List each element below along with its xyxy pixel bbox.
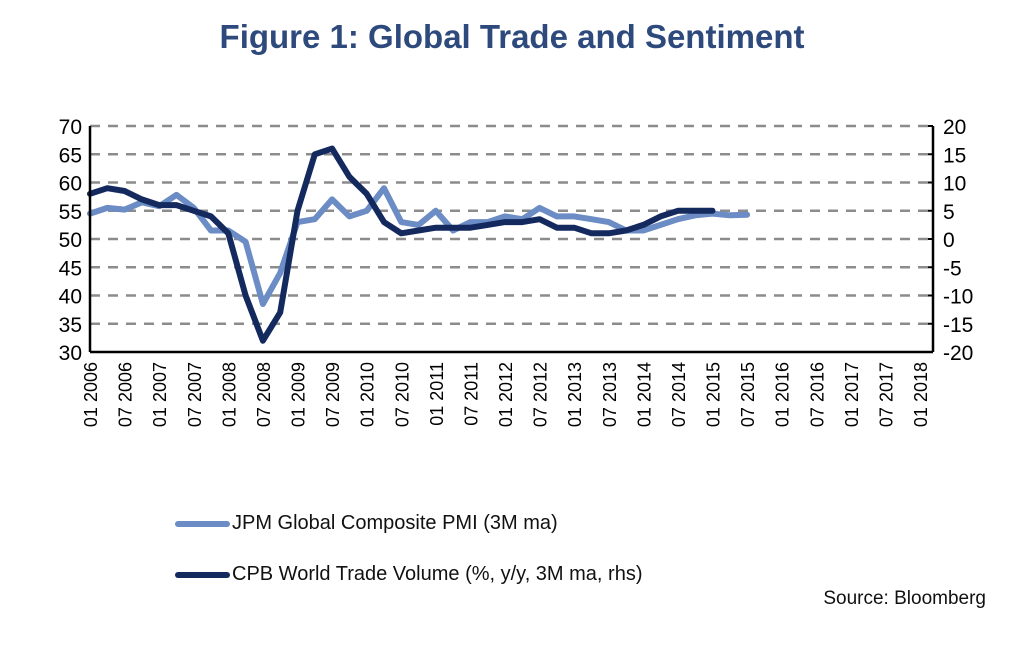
x-tick-label: 01 2013 (565, 362, 585, 427)
legend-label-pmi: JPM Global Composite PMI (3M ma) (232, 512, 558, 534)
x-tick-label: 07 2013 (600, 362, 620, 427)
x-tick-label: 07 2016 (807, 362, 827, 427)
series-lines (87, 145, 751, 344)
y-right-tick-label: -5 (943, 257, 962, 280)
axes (88, 126, 935, 354)
x-tick-label: 07 2009 (323, 362, 343, 427)
x-tick-label: 07 2015 (738, 362, 758, 427)
x-tick-label: 07 2014 (669, 362, 689, 427)
x-tick-label: 01 2009 (289, 362, 309, 427)
x-tick-label: 01 2008 (219, 362, 239, 427)
x-tick-label: 01 2010 (358, 362, 378, 427)
y-right-tick-label: 20 (943, 116, 966, 139)
x-tick-label: 07 2017 (876, 362, 896, 427)
chart-title: Figure 1: Global Trade and Sentiment (219, 18, 805, 55)
y-right-tick-label: 0 (943, 229, 955, 252)
source-note: Source: Bloomberg (823, 588, 986, 609)
y-right-tick-label: 10 (943, 173, 966, 196)
y-left-tick-label: 45 (59, 257, 82, 280)
y-axis-right-labels: 20 15 10 5 0 -5 -10 -15 -20 (928, 116, 973, 365)
y-left-tick-label: 60 (59, 173, 82, 196)
x-tick-label: 07 2007 (185, 362, 205, 427)
x-tick-label: 01 2015 (704, 362, 724, 427)
y-right-tick-label: 15 (943, 144, 966, 167)
legend-item-trade: CPB World Trade Volume (%, y/y, 3M ma, r… (175, 563, 643, 586)
y-right-tick-label: -20 (943, 342, 973, 365)
x-tick-label: 07 2010 (392, 362, 412, 427)
x-tick-label: 07 2006 (116, 362, 136, 427)
x-tick-label: 01 2016 (773, 362, 793, 427)
y-right-tick-label: -10 (943, 286, 973, 309)
y-left-tick-label: 30 (59, 342, 82, 365)
x-tick-label: 01 2012 (496, 362, 516, 427)
legend-swatch-trade (175, 571, 230, 578)
y-left-tick-label: 40 (59, 286, 82, 309)
y-right-tick-label: -15 (943, 314, 973, 337)
x-axis-labels: 01 2006 07 2006 01 2007 07 2007 01 2008 07 20… (81, 362, 931, 427)
gridlines (90, 124, 933, 325)
x-tick-label: 01 2014 (634, 362, 654, 427)
legend-item-pmi: JPM Global Composite PMI (3M ma) (175, 512, 558, 535)
y-left-tick-label: 50 (59, 229, 82, 252)
y-left-tick-label: 35 (59, 314, 82, 337)
x-tick-label: 07 2012 (531, 362, 551, 427)
x-tick-label: 01 2018 (911, 362, 931, 427)
y-axis-left-labels: 70 65 60 55 50 45 40 35 30 (59, 116, 82, 365)
legend-label-trade: CPB World Trade Volume (%, y/y, 3M ma, r… (232, 563, 643, 585)
x-tick-label: 01 2007 (150, 362, 170, 427)
x-tick-label: 07 2011 (461, 362, 481, 426)
series-line-pmi (87, 185, 751, 307)
x-tick-label: 01 2011 (427, 362, 447, 426)
series-line-trade (87, 145, 716, 344)
x-tick-label: 01 2006 (81, 362, 101, 427)
y-left-tick-label: 55 (59, 201, 82, 224)
x-tick-label: 01 2017 (842, 362, 862, 427)
y-left-tick-label: 70 (59, 116, 82, 139)
y-left-tick-label: 65 (59, 144, 82, 167)
legend-swatch-pmi (175, 520, 230, 527)
x-tick-label: 07 2008 (254, 362, 274, 427)
y-right-tick-label: 5 (943, 201, 955, 224)
